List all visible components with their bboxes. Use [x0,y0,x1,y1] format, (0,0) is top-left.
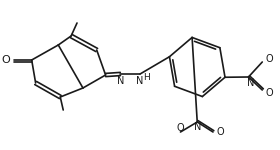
Text: O: O [265,54,273,64]
Text: N: N [193,122,201,132]
Text: O: O [265,88,273,98]
Text: O: O [216,127,224,137]
Text: N: N [117,76,124,86]
Text: N: N [136,76,144,86]
Text: H: H [144,72,150,81]
Text: O: O [177,123,184,133]
Text: O: O [1,55,10,65]
Text: N: N [247,78,254,88]
